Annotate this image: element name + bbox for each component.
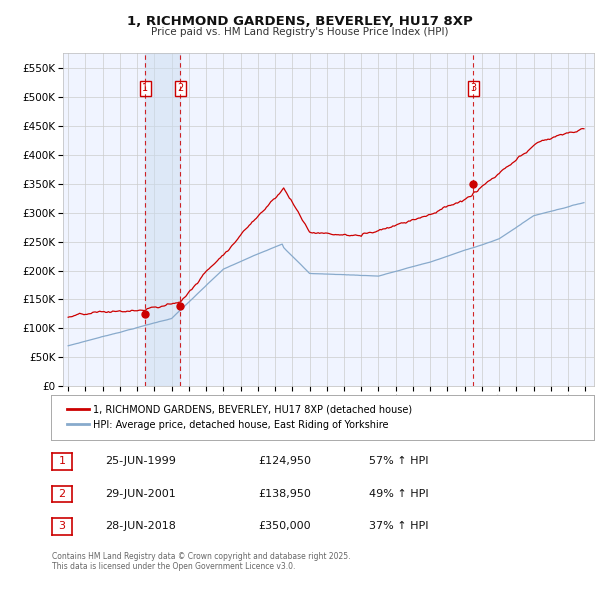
Text: 2: 2 — [59, 489, 65, 499]
Bar — [145, 53, 180, 386]
Text: 29-JUN-2001: 29-JUN-2001 — [105, 489, 176, 499]
Text: £350,000: £350,000 — [258, 522, 311, 531]
Text: 25-JUN-1999: 25-JUN-1999 — [105, 457, 176, 466]
Text: 1: 1 — [142, 83, 148, 93]
Text: £138,950: £138,950 — [258, 489, 311, 499]
Text: £124,950: £124,950 — [258, 457, 311, 466]
Text: 1, RICHMOND GARDENS, BEVERLEY, HU17 8XP: 1, RICHMOND GARDENS, BEVERLEY, HU17 8XP — [127, 15, 473, 28]
Text: Price paid vs. HM Land Registry's House Price Index (HPI): Price paid vs. HM Land Registry's House … — [151, 27, 449, 37]
Text: 2: 2 — [177, 83, 183, 93]
Text: 1: 1 — [59, 457, 65, 466]
Text: 49% ↑ HPI: 49% ↑ HPI — [369, 489, 428, 499]
Text: 57% ↑ HPI: 57% ↑ HPI — [369, 457, 428, 466]
Text: 3: 3 — [59, 522, 65, 531]
Legend: 1, RICHMOND GARDENS, BEVERLEY, HU17 8XP (detached house), HPI: Average price, de: 1, RICHMOND GARDENS, BEVERLEY, HU17 8XP … — [61, 399, 418, 435]
Text: 3: 3 — [470, 83, 476, 93]
Text: 28-JUN-2018: 28-JUN-2018 — [105, 522, 176, 531]
Text: 37% ↑ HPI: 37% ↑ HPI — [369, 522, 428, 531]
Text: Contains HM Land Registry data © Crown copyright and database right 2025.
This d: Contains HM Land Registry data © Crown c… — [52, 552, 350, 571]
